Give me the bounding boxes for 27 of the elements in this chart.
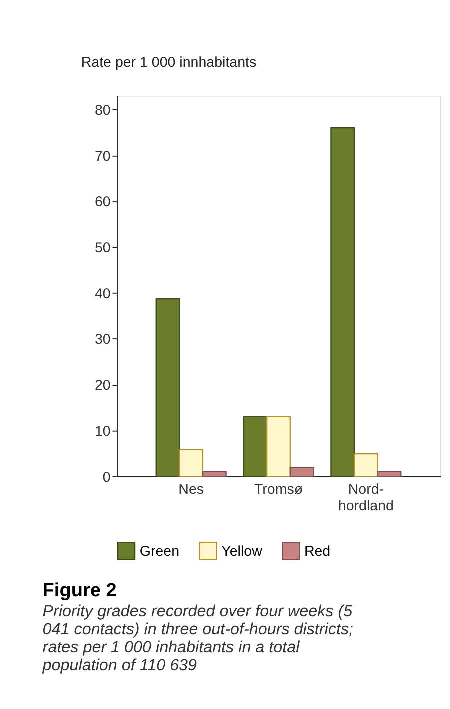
y-tick-label: 80 [94,102,111,119]
y-tick-label: 60 [94,194,111,211]
bar [377,471,402,478]
bar [290,467,314,478]
bar [243,416,268,478]
legend-label: Red [304,544,331,560]
y-axis-title: Rate per 1 000 innhabitants [81,54,257,71]
bar [354,453,378,478]
bar [266,416,291,478]
y-tick-label: 30 [94,332,111,348]
y-tick-label: 70 [94,148,111,165]
y-tick-label: 40 [94,286,111,302]
y-tick-label: 20 [94,378,111,394]
y-tick-label: 50 [94,240,111,257]
bar [179,449,204,478]
bar [330,128,356,478]
text: Priority grades recorded over four weeks (5 041 contacts) in three out-of-hours districts; rates per 1 000 inhabitants in a total population of 110 639 [42,602,354,675]
legend-label: Yellow [222,544,264,560]
x-tick-label: Nord- hordland [338,482,394,514]
bar [202,471,227,478]
text: Figure 2 [42,580,117,602]
x-tick-label: Tromsø [254,482,304,498]
legend-label: Green [140,544,180,560]
bar [156,298,180,478]
y-tick-label: 0 [102,470,111,486]
y-tick-label: 10 [94,424,111,440]
x-tick-label: Nes [178,482,204,498]
